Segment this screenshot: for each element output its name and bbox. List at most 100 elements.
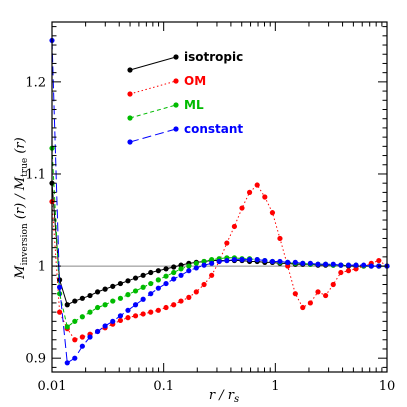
data-point <box>239 257 245 263</box>
legend-item-constant: constant <box>127 122 243 145</box>
data-point <box>201 262 207 268</box>
data-point <box>140 284 146 290</box>
data-point <box>57 284 63 290</box>
y-axis-label-rest: (r) / M <box>13 176 28 223</box>
legend-label: constant <box>184 122 243 136</box>
data-point <box>269 210 276 216</box>
series-isotropic <box>49 180 390 308</box>
x-tick-label: 10 <box>379 379 396 394</box>
data-point <box>345 268 352 274</box>
data-point <box>148 309 154 315</box>
series-line <box>51 148 387 328</box>
data-point <box>148 291 154 297</box>
data-point <box>246 257 253 263</box>
data-point <box>345 262 352 268</box>
data-point <box>209 257 215 263</box>
data-point <box>178 266 184 272</box>
data-point <box>64 302 70 308</box>
data-point <box>155 307 161 313</box>
data-point <box>269 258 276 265</box>
x-tick-label: 0.01 <box>38 379 67 394</box>
data-point <box>117 317 124 324</box>
data-point <box>64 360 70 366</box>
data-point <box>216 258 222 265</box>
data-point <box>87 292 93 299</box>
data-point <box>117 313 124 319</box>
data-point <box>94 289 101 295</box>
data-point <box>186 268 192 274</box>
legend-item-ml: ML <box>127 98 204 121</box>
legend-swatch <box>129 56 177 71</box>
data-point <box>307 260 313 266</box>
series-ml <box>49 145 390 330</box>
data-point <box>262 194 268 200</box>
y-tick-label: 0.9 <box>25 352 46 367</box>
series-line <box>51 183 387 306</box>
y-tick-label: 1.2 <box>25 75 46 90</box>
data-point <box>193 289 199 295</box>
data-point <box>193 260 199 266</box>
data-point <box>155 285 161 291</box>
data-point <box>125 278 131 284</box>
data-point <box>57 309 63 315</box>
data-point <box>155 277 161 283</box>
data-point <box>140 272 146 278</box>
plot-frame <box>51 21 388 373</box>
data-point <box>254 257 260 263</box>
data-point <box>140 296 146 302</box>
data-point <box>262 257 268 264</box>
data-point <box>87 309 93 315</box>
data-point <box>338 269 344 276</box>
data-point <box>201 258 207 265</box>
data-point <box>94 304 101 311</box>
data-point <box>171 269 177 276</box>
data-point <box>171 276 177 282</box>
data-point <box>285 259 291 265</box>
legend-swatch <box>129 128 177 143</box>
data-point <box>307 300 313 306</box>
data-point <box>277 258 283 265</box>
data-point <box>72 337 78 343</box>
data-point <box>102 286 108 292</box>
data-point <box>110 283 116 289</box>
legend-marker <box>173 126 179 132</box>
data-point <box>292 259 298 265</box>
legend-marker <box>173 78 179 84</box>
data-point <box>239 205 245 211</box>
legend-item-isotropic: isotropic <box>127 50 243 73</box>
data-point <box>315 289 321 295</box>
data-point <box>178 298 184 304</box>
data-point <box>186 294 192 300</box>
data-point <box>209 260 215 266</box>
y-tick-label: 1.1 <box>25 167 46 182</box>
data-point <box>300 260 306 266</box>
data-point <box>79 314 85 320</box>
data-point <box>102 323 108 329</box>
legend-label: isotropic <box>184 50 243 64</box>
data-point <box>155 268 161 274</box>
data-point <box>186 263 192 269</box>
data-point <box>178 272 184 278</box>
y-tick-labels: 0.9 1 1.1 1.2 <box>25 75 46 366</box>
data-point <box>125 315 131 321</box>
x-axis-label: r / rs <box>209 388 239 405</box>
data-point <box>57 291 63 297</box>
series-line <box>51 40 387 364</box>
data-point <box>246 189 253 195</box>
data-point <box>102 302 108 308</box>
data-point <box>323 292 329 299</box>
data-point <box>330 261 336 267</box>
data-point <box>277 235 283 242</box>
y-axis-label-m: M <box>13 265 28 280</box>
data-point <box>110 318 116 324</box>
data-point <box>132 313 139 319</box>
data-point <box>178 262 184 268</box>
data-point <box>163 304 169 311</box>
legend: isotropic OM ML constant <box>127 50 243 145</box>
legend-item-om: OM <box>127 74 206 97</box>
data-point <box>224 257 230 264</box>
data-point <box>163 266 169 272</box>
legend-marker <box>127 115 133 121</box>
legend-label: OM <box>184 74 206 88</box>
